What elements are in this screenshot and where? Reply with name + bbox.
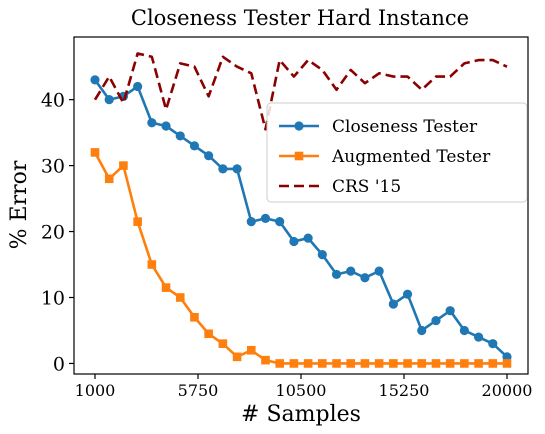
legend-marker-closeness-tester <box>294 121 304 131</box>
point-closeness-tester-19 <box>360 273 370 283</box>
point-closeness-tester-14 <box>289 236 299 247</box>
point-closeness-tester-28 <box>488 339 498 349</box>
y-tick-label-4: 40 <box>41 90 65 112</box>
x-axis-label: # Samples <box>241 402 361 427</box>
point-augmented-tester-15 <box>303 359 313 368</box>
point-closeness-tester-23 <box>417 325 427 336</box>
legend: Closeness Tester Augmented Tester CRS '15 <box>266 102 528 203</box>
point-augmented-tester-0 <box>90 148 100 157</box>
point-closeness-tester-16 <box>317 250 327 260</box>
point-closeness-tester-7 <box>189 141 200 151</box>
point-closeness-tester-13 <box>275 217 285 227</box>
point-augmented-tester-6 <box>175 293 185 302</box>
point-closeness-tester-8 <box>204 151 214 161</box>
point-augmented-tester-27 <box>474 359 483 368</box>
y-tick-label-0: 0 <box>53 353 65 375</box>
point-closeness-tester-26 <box>459 325 469 336</box>
y-axis-label: % Error <box>7 160 32 249</box>
point-augmented-tester-2 <box>119 161 128 170</box>
point-augmented-tester-12 <box>261 355 270 365</box>
legend-label-crs-15: CRS '15 <box>332 177 401 197</box>
y-tick-label-1: 10 <box>41 287 65 309</box>
point-augmented-tester-29 <box>502 359 512 368</box>
point-augmented-tester-21 <box>389 359 398 368</box>
point-augmented-tester-13 <box>275 359 284 368</box>
point-augmented-tester-23 <box>417 359 427 368</box>
point-augmented-tester-9 <box>218 339 228 348</box>
y-tick-label-3: 30 <box>41 156 65 178</box>
point-closeness-tester-22 <box>402 289 413 299</box>
legend-box <box>266 102 528 203</box>
point-augmented-tester-25 <box>445 359 455 368</box>
point-closeness-tester-17 <box>331 269 342 280</box>
x-tick-label-2: 10500 <box>276 381 327 400</box>
legend-label-augmented-tester: Augmented Tester <box>331 147 491 167</box>
point-closeness-tester-27 <box>473 332 484 342</box>
point-augmented-tester-22 <box>403 359 412 368</box>
point-closeness-tester-12 <box>260 213 271 223</box>
point-augmented-tester-4 <box>147 260 157 269</box>
series-closeness-tester <box>90 75 512 362</box>
point-augmented-tester-18 <box>346 359 356 368</box>
axis-ticks: 0 10 20 30 40 1000 5750 10500 15250 20000 <box>41 90 533 400</box>
point-augmented-tester-3 <box>133 217 142 226</box>
x-tick-label-0: 1000 <box>75 381 116 400</box>
point-closeness-tester-5 <box>161 121 171 131</box>
point-closeness-tester-9 <box>218 164 228 174</box>
point-augmented-tester-5 <box>161 283 171 292</box>
point-closeness-tester-15 <box>303 233 313 243</box>
point-closeness-tester-4 <box>147 118 157 128</box>
point-augmented-tester-16 <box>318 359 327 368</box>
x-tick-label-1: 5750 <box>178 381 219 400</box>
point-augmented-tester-11 <box>246 345 256 355</box>
y-tick-label-2: 20 <box>41 222 65 244</box>
point-closeness-tester-3 <box>133 81 143 92</box>
point-closeness-tester-25 <box>445 306 455 316</box>
point-closeness-tester-21 <box>388 299 398 309</box>
point-augmented-tester-7 <box>190 312 199 322</box>
legend-marker-augmented-tester <box>294 151 304 161</box>
point-augmented-tester-14 <box>289 359 299 368</box>
point-augmented-tester-17 <box>332 359 341 368</box>
point-closeness-tester-0 <box>90 75 100 85</box>
x-tick-label-3: 15250 <box>379 381 430 400</box>
point-closeness-tester-20 <box>374 266 384 276</box>
legend-label-closeness-tester: Closeness Tester <box>332 117 478 137</box>
point-augmented-tester-8 <box>204 329 213 339</box>
point-augmented-tester-1 <box>104 174 114 184</box>
point-closeness-tester-10 <box>232 164 242 174</box>
series-crs-15 <box>93 52 508 131</box>
point-augmented-tester-19 <box>360 359 370 368</box>
point-closeness-tester-6 <box>175 131 185 141</box>
point-augmented-tester-20 <box>374 359 384 368</box>
point-augmented-tester-10 <box>232 352 242 362</box>
point-closeness-tester-11 <box>246 217 256 227</box>
point-closeness-tester-1 <box>104 95 114 105</box>
series-layer <box>90 52 512 368</box>
x-tick-label-4: 20000 <box>482 381 533 400</box>
point-augmented-tester-28 <box>488 359 498 368</box>
point-augmented-tester-24 <box>431 359 441 368</box>
point-closeness-tester-18 <box>346 266 356 276</box>
point-closeness-tester-24 <box>431 315 441 326</box>
point-augmented-tester-26 <box>460 359 469 368</box>
chart-title: Closeness Tester Hard Instance <box>131 6 469 30</box>
series-augmented-tester <box>90 148 512 368</box>
series-line-crs-15 <box>93 52 508 131</box>
